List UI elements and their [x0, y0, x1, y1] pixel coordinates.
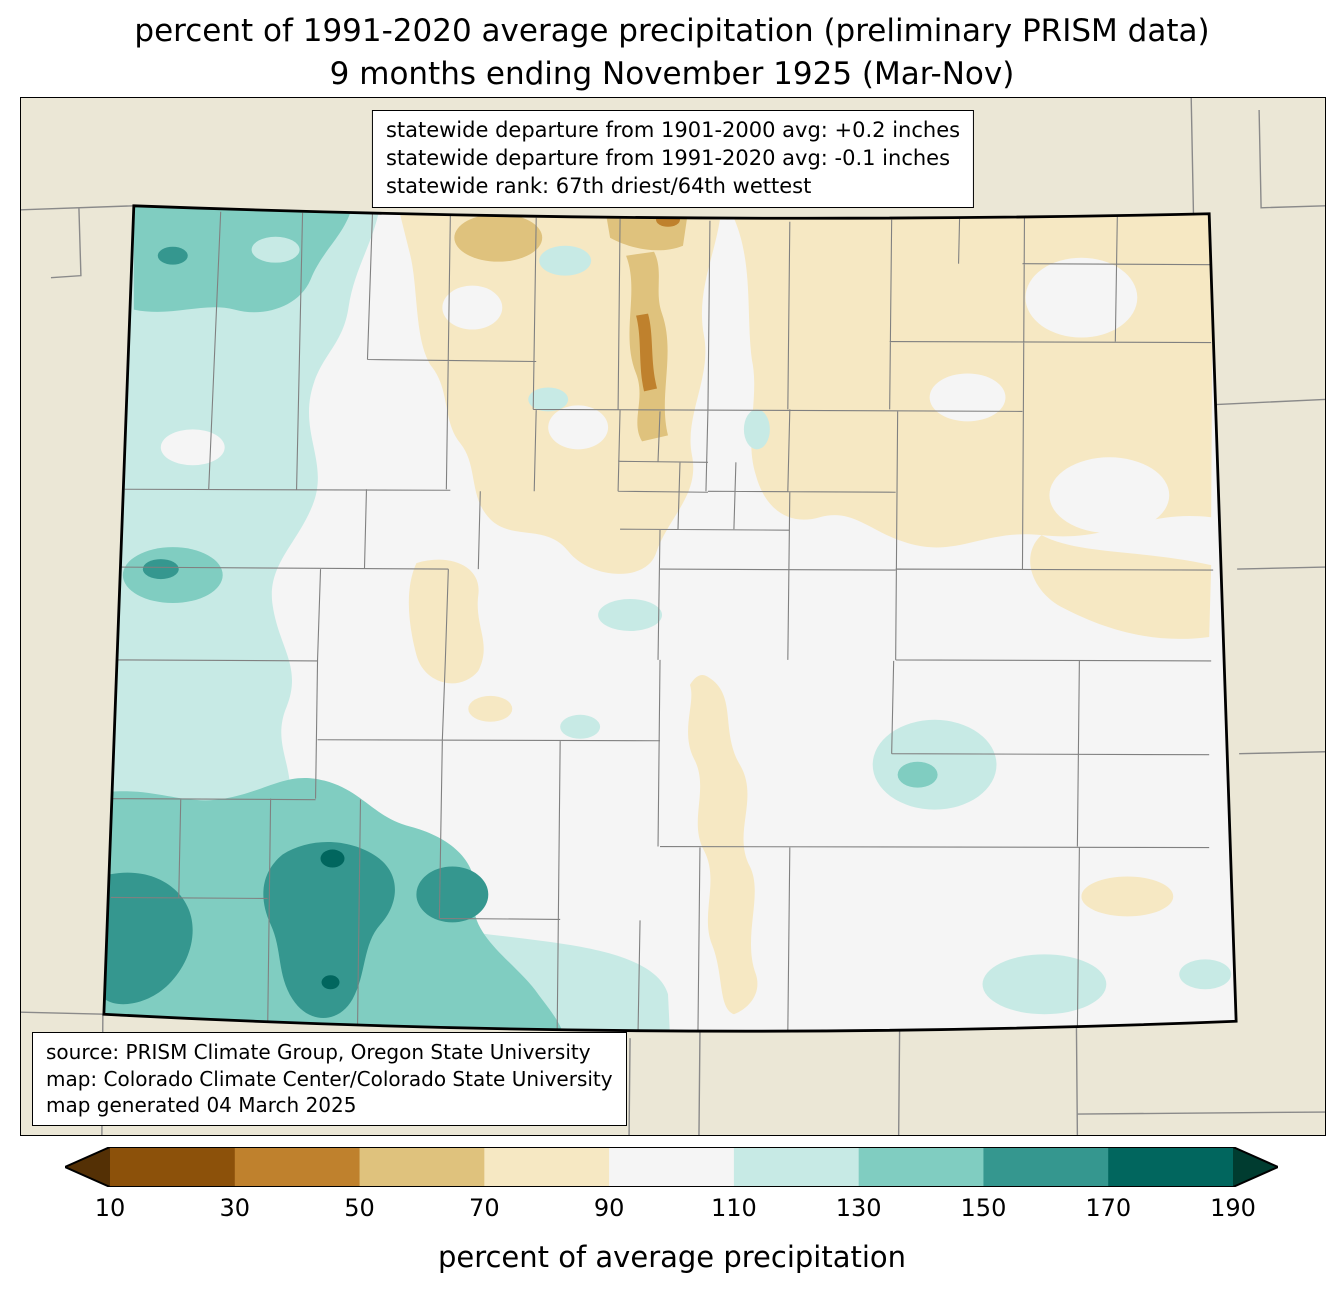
region-ecentral-130-150 [897, 761, 938, 788]
region-ncentral-hole-b [548, 405, 609, 450]
region-westedge-150-170 [142, 559, 179, 580]
colorbar-segment-4 [609, 1147, 735, 1187]
colorbar-segment-0 [110, 1147, 236, 1187]
region-ncentral-50-70-patch [454, 213, 543, 262]
colorbar-segment-3 [484, 1147, 610, 1187]
colorbar-tick-170: 170 [1085, 1194, 1132, 1222]
stats-line-1: statewide departure from 1901-2000 avg: … [385, 118, 961, 142]
colorbar-label: percent of average precipitation [437, 1240, 907, 1274]
stats-line-2: statewide departure from 1991-2020 avg: … [385, 145, 951, 170]
precip-regions [103, 205, 1237, 1032]
colorbar-tick-90: 90 [593, 1194, 625, 1222]
region-se-70-90-patch [1081, 876, 1174, 917]
statewide-stats-box: statewide departure from 1901-2000 avg: … [371, 110, 975, 208]
region-ncentral-teal-speck-b [528, 387, 569, 412]
region-ncentral-teal-speck-a [539, 245, 592, 276]
region-ne-hole-c [929, 373, 1006, 422]
colorbar-tick-70: 70 [469, 1194, 500, 1222]
colorbar-segment-1 [234, 1147, 361, 1187]
colorado-precipitation-map [21, 98, 1325, 1135]
colorbar-svg [62, 1146, 1281, 1188]
region-sw-170-190-b [321, 975, 340, 990]
region-sebottom-110-130 [982, 954, 1107, 1015]
region-central-70-90-speck [468, 695, 513, 722]
source-line-2: map: Colorado Climate Center/Colorado St… [46, 1066, 613, 1091]
colorbar [62, 1146, 1281, 1188]
region-sw-170-190-a [320, 849, 345, 868]
colorbar-segment-2 [359, 1147, 485, 1187]
region-ncentral-hole-a [442, 285, 503, 330]
title-line-1: percent of 1991-2020 average precipitati… [134, 13, 1210, 49]
region-nw-130-150 [133, 205, 353, 313]
colorbar-segment-7 [983, 1147, 1109, 1187]
region-sw-150-170-a [263, 842, 395, 1018]
stats-line-3: statewide rank: 67th driest/64th wettest [385, 173, 812, 198]
region-denver-teal-speck [743, 409, 770, 450]
region-sw-150-170-c [416, 866, 489, 923]
source-line-3: map generated 04 March 2025 [46, 1093, 357, 1118]
colorbar-tick-110: 110 [710, 1194, 757, 1222]
region-scentral-70-90-streak [688, 674, 758, 1015]
colorbar-segment-5 [733, 1147, 860, 1187]
map-frame: statewide departure from 1901-2000 avg: … [20, 97, 1326, 1136]
colorbar-ticks: 10 30 50 70 90 110 130 150 170 190 [65, 1194, 1278, 1226]
region-ne-hole-a [1025, 257, 1138, 338]
state-border [102, 204, 1238, 1033]
colorbar-segment-8 [1108, 1147, 1234, 1187]
county-boundaries [110, 211, 1214, 1032]
colorbar-tick-10: 10 [94, 1194, 126, 1222]
colorbar-tick-50: 50 [344, 1194, 375, 1222]
colorbar-tick-150: 150 [960, 1194, 1007, 1222]
region-30-50-core [636, 313, 658, 392]
colorbar-over-arrow [1233, 1147, 1278, 1187]
region-ne-hole-b [1049, 457, 1170, 534]
colorbar-segment-6 [858, 1147, 985, 1187]
source-credit-box: source: PRISM Climate Group, Oregon Stat… [32, 1032, 627, 1126]
region-center-110-130-a [598, 599, 663, 631]
region-ecentral-110-130 [872, 719, 997, 810]
colorbar-tick-130: 130 [835, 1194, 882, 1222]
region-seedge-110-130 [1179, 959, 1232, 990]
region-east-70-90 [1030, 535, 1212, 639]
region-center-110-130-b [560, 714, 601, 739]
region-sw-150-170-b [103, 872, 193, 1005]
colorbar-under-arrow [65, 1147, 110, 1187]
region-west-hole [160, 429, 225, 466]
page-title: percent of 1991-2020 average precipitati… [0, 10, 1344, 96]
colorbar-tick-30: 30 [219, 1194, 251, 1222]
colorbar-tick-190: 190 [1210, 1194, 1256, 1222]
source-line-1: source: PRISM Climate Group, Oregon Stat… [46, 1040, 591, 1065]
region-nw-hole [251, 236, 300, 263]
region-nw-150-170-speck [157, 246, 188, 265]
title-line-2: 9 months ending November 1925 (Mar-Nov) [329, 55, 1015, 92]
region-topedge-30-50 [656, 212, 680, 227]
neighbor-state-lines [21, 98, 1325, 1135]
